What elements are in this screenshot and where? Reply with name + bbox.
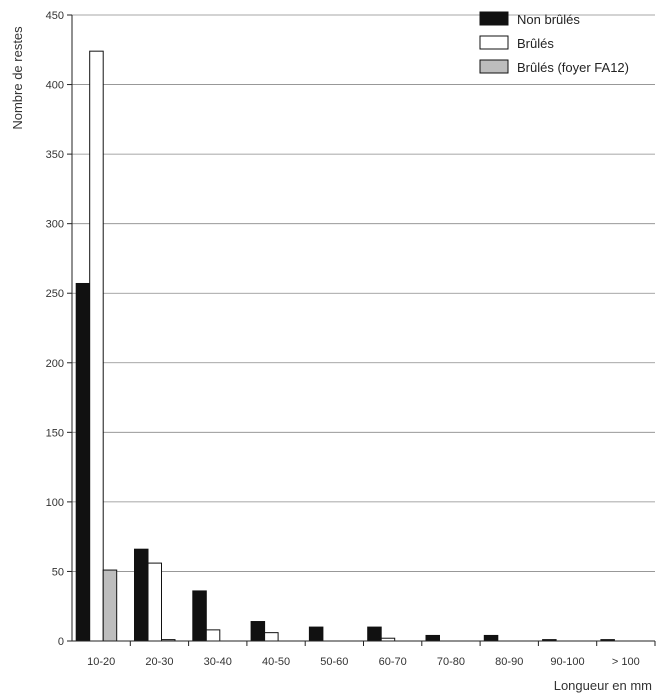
- x-tick-label: 70-80: [437, 656, 465, 668]
- legend: Non brûlés Brûlés Brûlés (foyer FA12): [479, 11, 629, 75]
- bar: [308, 626, 324, 642]
- y-tick-label: 100: [46, 497, 64, 509]
- x-tick-label: 10-20: [87, 656, 115, 668]
- x-tick-label: 30-40: [204, 656, 232, 668]
- x-tick-label: 40-50: [262, 656, 290, 668]
- y-tick-label: 450: [46, 10, 64, 22]
- x-tick-label: 50-60: [320, 656, 348, 668]
- legend-label: Brûlés (foyer FA12): [517, 60, 629, 75]
- x-tick-label: 60-70: [379, 656, 407, 668]
- y-tick-label: 300: [46, 219, 64, 231]
- bar: [425, 634, 440, 642]
- bar: [102, 569, 118, 642]
- x-tick-label: 20-30: [145, 656, 173, 668]
- y-tick-label: 350: [46, 149, 64, 161]
- bar: [250, 621, 266, 642]
- y-tick-label: 50: [52, 566, 64, 578]
- bar: [147, 562, 162, 642]
- y-axis-title: Nombre de restes: [10, 26, 25, 130]
- bar: [483, 634, 499, 642]
- bar: [192, 590, 207, 642]
- legend-swatch: [479, 35, 509, 50]
- x-tick-label: 90-100: [550, 656, 584, 668]
- bar: [264, 632, 279, 642]
- x-tick-label: 80-90: [495, 656, 523, 668]
- y-tick-label: 0: [58, 636, 64, 648]
- bar: [75, 282, 91, 642]
- y-axis-ticks: 0 50 100 150 200 250 300 350 400 450: [46, 10, 72, 648]
- y-tick-label: 250: [46, 288, 64, 300]
- y-tick-label: 200: [46, 358, 64, 370]
- bar: [134, 548, 149, 642]
- legend-label: Brûlés: [517, 36, 554, 51]
- bar: [89, 50, 104, 642]
- x-axis-ticks: 10-20 20-30 30-40 40-50 50-60 60-70 70-80 80-90…: [87, 641, 656, 668]
- legend-swatch: [479, 11, 509, 26]
- bars: [75, 50, 615, 642]
- y-tick-label: 150: [46, 427, 64, 439]
- bar: [367, 626, 382, 642]
- legend-label: Non brûlés: [517, 12, 580, 27]
- bar: [205, 629, 221, 642]
- y-tick-label: 400: [46, 80, 64, 92]
- x-axis-title: Longueur en mm: [554, 678, 652, 693]
- gridlines: [72, 14, 655, 572]
- legend-swatch: [479, 59, 509, 74]
- x-tick-label: > 100: [612, 656, 640, 668]
